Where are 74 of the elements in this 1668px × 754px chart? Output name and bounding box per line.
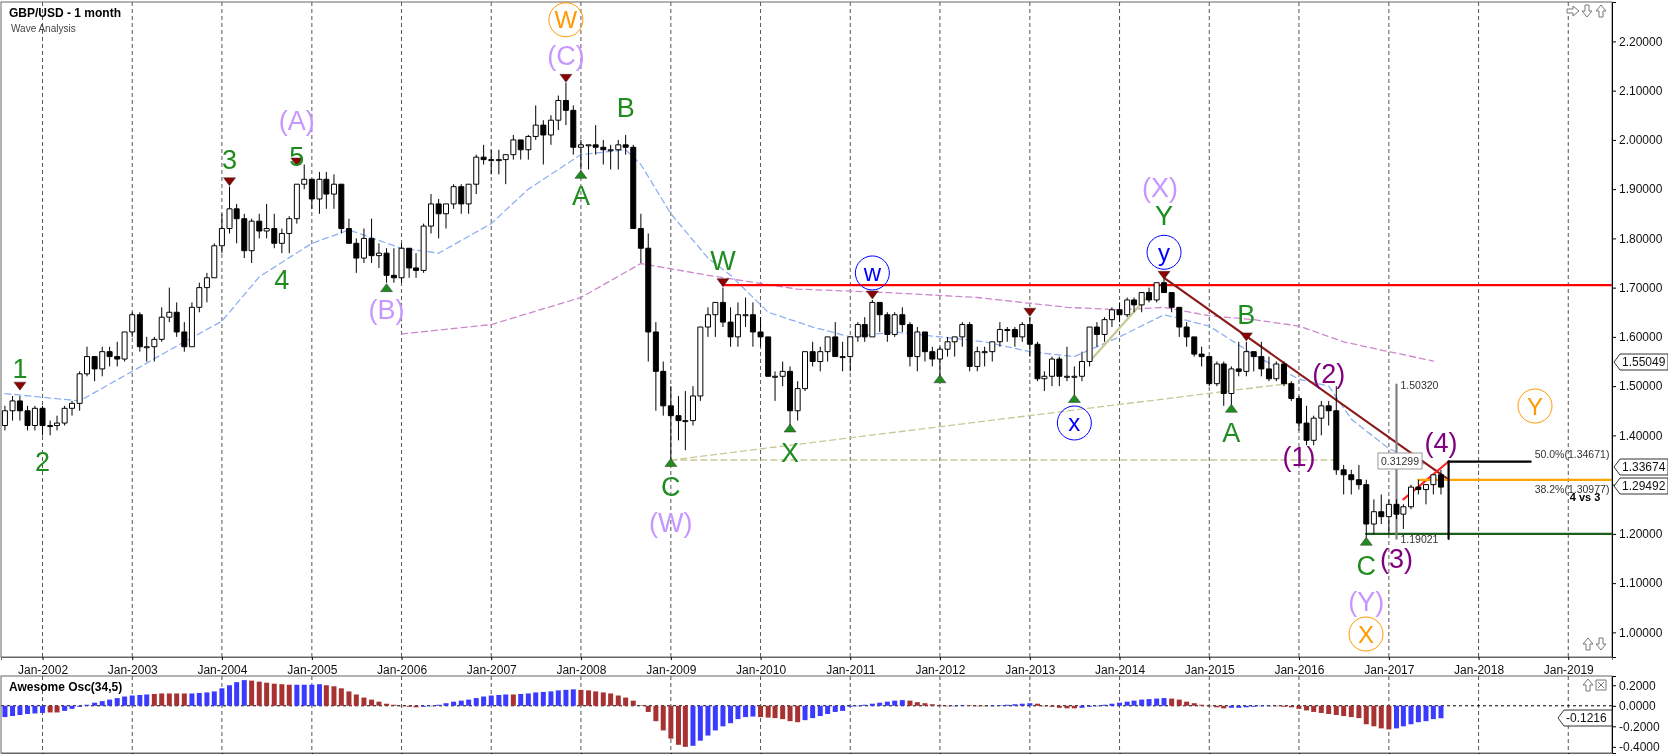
- annotation: (3): [1380, 543, 1413, 574]
- annotation: 2: [35, 447, 51, 478]
- y-tick-label: 1.60000: [1619, 330, 1663, 345]
- annotation: C: [661, 472, 681, 503]
- y-tick-label: 2.10000: [1619, 83, 1663, 98]
- annotation: X: [781, 437, 800, 468]
- x-tick-label: Jan-2007: [466, 662, 518, 677]
- annotation: X: [1357, 620, 1375, 648]
- x-tick-label: Jan-2016: [1274, 662, 1325, 677]
- x-tick-label: Jan-2017: [1364, 662, 1415, 677]
- y-tick-label: 1.80000: [1619, 231, 1663, 246]
- annotation: 0.31299: [1381, 455, 1420, 467]
- annotation: -0.1216: [1566, 711, 1608, 725]
- annotation: A: [571, 181, 590, 212]
- annotation: W: [710, 245, 737, 276]
- annotation: (W): [649, 508, 693, 539]
- y-tick-label: 1.50000: [1619, 379, 1663, 394]
- y-tick-label: 1.40000: [1619, 428, 1663, 443]
- y-tick-label: -0.2000: [1619, 719, 1661, 734]
- x-tick-label: Jan-2012: [915, 662, 966, 677]
- annotation: 4: [274, 265, 290, 296]
- y-tick-label: 2.20000: [1619, 34, 1663, 49]
- chart-title: Awesome Osc(34,5): [9, 680, 123, 694]
- y-tick-label: 0.2000: [1619, 678, 1657, 693]
- y-tick-label: 1.90000: [1619, 182, 1663, 197]
- annotation: 50.0%(1.34671): [1534, 447, 1610, 460]
- annotation: (4): [1424, 427, 1458, 458]
- text: 1.33674: [1622, 460, 1666, 474]
- y-tick-label: -0.4000: [1619, 740, 1661, 754]
- y-tick-label: 0.0000: [1619, 699, 1657, 714]
- x-tick-label: Jan-2003: [107, 662, 159, 677]
- annotation: (A): [278, 106, 315, 137]
- y-tick-label: 1.20000: [1619, 527, 1663, 542]
- x-tick-label: Jan-2006: [377, 662, 428, 677]
- annotation: 38.2%(1.30977): [1534, 482, 1610, 495]
- text: 1.55049: [1622, 355, 1666, 369]
- chart-title: GBP/USD - 1 month: [9, 6, 122, 20]
- annotation: B: [616, 92, 635, 123]
- annotation: y: [1158, 238, 1171, 266]
- x-tick-label: Jan-2014: [1095, 662, 1146, 677]
- y-tick-label: 1.10000: [1619, 576, 1663, 591]
- annotation: W: [554, 6, 578, 34]
- text: 1.29492: [1622, 479, 1666, 493]
- annotation: (2): [1312, 358, 1346, 389]
- x-tick-label: Jan-2009: [646, 662, 697, 677]
- text: Wave Analysis: [11, 23, 76, 34]
- x-tick-label: Jan-2005: [287, 662, 338, 677]
- x-tick-label: Jan-2011: [826, 662, 876, 677]
- annotation: A: [1222, 417, 1241, 448]
- annotation: (B): [368, 294, 405, 325]
- x-tick-label: Jan-2004: [197, 662, 248, 677]
- y-tick-label: 2.00000: [1619, 133, 1663, 148]
- y-tick-label: 1.70000: [1619, 280, 1663, 295]
- x-tick-label: Jan-2008: [556, 662, 607, 677]
- annotation: C: [1356, 550, 1377, 581]
- annotation: 1.50320: [1400, 378, 1439, 391]
- annotation: (X): [1142, 173, 1178, 203]
- annotation: Y: [1526, 392, 1544, 420]
- annotation: 1.19021: [1400, 532, 1439, 545]
- annotation: 1: [12, 353, 28, 384]
- x-tick-label: Jan-2018: [1454, 662, 1505, 677]
- x-tick-label: Jan-2002: [18, 662, 69, 677]
- annotation: (C): [547, 40, 585, 71]
- annotation: 3: [222, 144, 238, 175]
- annotation: (Y): [1348, 586, 1385, 617]
- annotation: (1): [1282, 442, 1316, 473]
- annotation: w: [862, 259, 882, 287]
- annotation: B: [1237, 299, 1256, 330]
- y-tick-label: 1.00000: [1619, 625, 1663, 640]
- annotation: x: [1068, 409, 1081, 437]
- x-tick-label: Jan-2015: [1184, 662, 1236, 677]
- x-tick-label: Jan-2013: [1005, 662, 1056, 677]
- x-tick-label: Jan-2019: [1543, 662, 1595, 677]
- x-tick-label: Jan-2010: [736, 662, 787, 677]
